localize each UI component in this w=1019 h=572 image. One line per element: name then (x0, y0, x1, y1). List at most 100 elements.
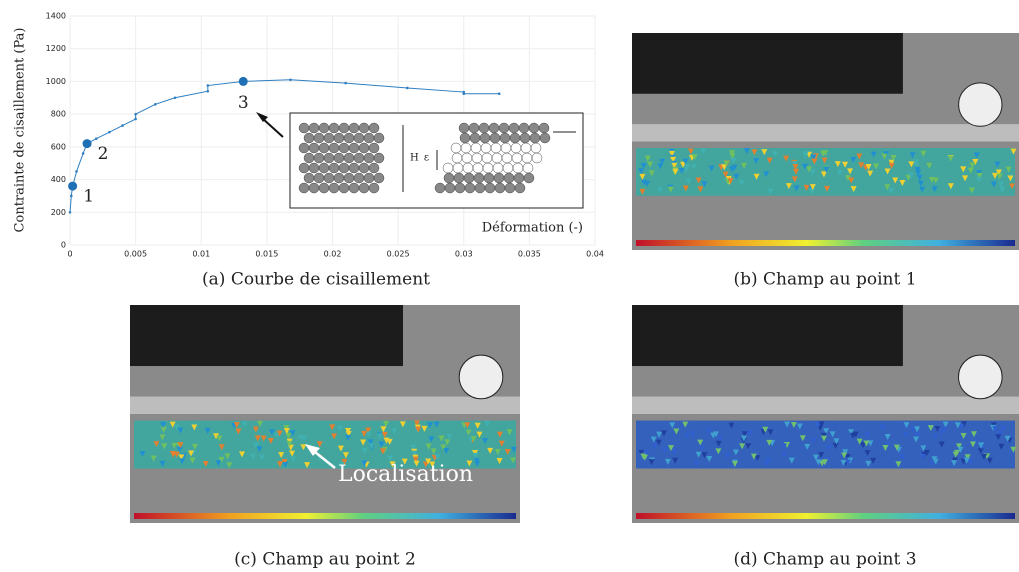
cell (672, 457, 679, 464)
grain (530, 142, 542, 154)
cell (672, 168, 679, 175)
cell (438, 435, 445, 442)
cell (239, 451, 246, 458)
cell (301, 435, 308, 442)
cell (213, 433, 220, 440)
cell (767, 188, 774, 195)
cell (252, 426, 259, 433)
point (173, 96, 177, 100)
point (497, 92, 501, 95)
cell (754, 455, 761, 462)
cell (964, 454, 971, 461)
cell (803, 184, 810, 191)
cell (399, 421, 406, 428)
x-tick-label: 0.025 (387, 250, 410, 259)
grain (358, 142, 370, 154)
grain (338, 162, 350, 174)
cell (249, 453, 256, 460)
cell (990, 181, 997, 188)
grain (469, 132, 481, 144)
cell (733, 173, 740, 180)
cell (903, 422, 910, 429)
grain (473, 172, 485, 184)
cell (660, 430, 667, 437)
grain (480, 142, 492, 154)
cell (888, 188, 895, 195)
cell (383, 420, 390, 427)
cell (824, 185, 831, 192)
cell (995, 434, 1002, 441)
cell (840, 459, 847, 466)
cell (882, 445, 889, 452)
cell (365, 431, 372, 438)
cell (290, 456, 297, 463)
cell (169, 421, 176, 428)
cell (740, 162, 747, 169)
grain (472, 162, 484, 174)
cell (978, 442, 985, 449)
y-tick-label: 800 (51, 110, 66, 119)
cell (682, 421, 689, 428)
cell (188, 450, 195, 457)
cell (176, 446, 183, 453)
point (154, 103, 157, 106)
cell (276, 430, 283, 437)
cell (389, 461, 396, 468)
cell (685, 178, 692, 185)
cell (300, 444, 307, 451)
cell (699, 444, 706, 451)
cell (316, 441, 323, 448)
grain (539, 132, 551, 144)
grain (303, 132, 315, 144)
highlight-point (68, 181, 78, 191)
cell (695, 177, 702, 184)
cell (638, 449, 645, 456)
cell (651, 443, 658, 450)
cell (766, 157, 773, 164)
cell (159, 434, 166, 441)
cell (498, 440, 505, 447)
grain (373, 132, 385, 144)
cell (233, 421, 240, 428)
cell (466, 460, 473, 467)
cell (947, 183, 954, 190)
cell (969, 162, 976, 169)
arrow (314, 451, 336, 469)
grain (492, 162, 504, 174)
cell (331, 433, 338, 440)
cell (981, 454, 988, 461)
cell (474, 422, 481, 429)
grain (502, 162, 514, 174)
cell (708, 165, 715, 172)
cell (772, 151, 779, 158)
cell (278, 452, 285, 459)
colorbar (636, 240, 1015, 246)
photo-dark (632, 33, 903, 94)
grain (479, 132, 491, 144)
cell (380, 426, 387, 433)
cell (745, 443, 752, 450)
cell (991, 172, 998, 179)
grain (464, 182, 476, 194)
cell (934, 425, 941, 432)
cell (337, 445, 344, 452)
cell (504, 448, 511, 455)
cell (161, 443, 168, 450)
cell (683, 432, 690, 439)
cell (173, 424, 180, 431)
grain (323, 132, 335, 144)
cell (938, 429, 945, 436)
grain (368, 142, 380, 154)
cell (884, 434, 891, 441)
cell (844, 175, 851, 182)
grain (471, 152, 483, 164)
cell (751, 149, 758, 156)
cell (820, 435, 827, 442)
cell (729, 153, 736, 160)
cell (670, 156, 677, 163)
grain (490, 142, 502, 154)
grain (313, 152, 325, 164)
grain (538, 122, 550, 134)
point-label: 2 (98, 144, 109, 164)
cell (283, 427, 290, 434)
